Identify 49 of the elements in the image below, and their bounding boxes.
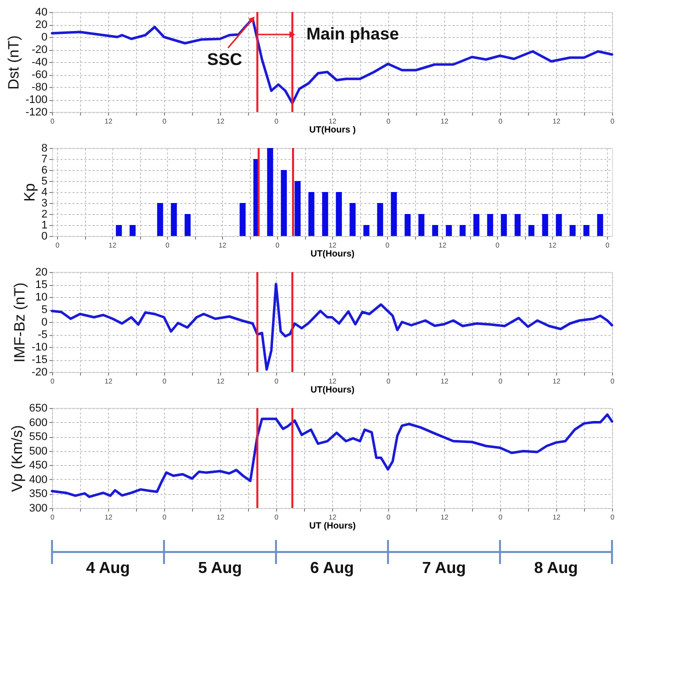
y-tick-label: 400 xyxy=(29,474,48,486)
y-axis-title: Kp xyxy=(21,183,38,202)
annotation: SSC xyxy=(207,50,242,69)
y-tick-label: -40 xyxy=(32,56,48,68)
y-tick-label: 600 xyxy=(29,416,48,429)
y-tick-label: 20 xyxy=(35,266,48,278)
y-tick-label: 350 xyxy=(29,488,48,500)
annotation: Main phase xyxy=(306,24,399,44)
x-axis-title: UT(Hours) xyxy=(310,384,354,394)
text: 7 Aug xyxy=(422,560,466,577)
y-tick-label: 1 xyxy=(41,220,48,232)
y-tick-label: 10 xyxy=(35,292,48,304)
y-tick-label: -100 xyxy=(25,94,48,106)
x-axis-title: UT (Hours) xyxy=(309,520,356,530)
text: 5 Aug xyxy=(198,560,242,577)
y-tick-label: -120 xyxy=(25,106,48,118)
y-tick-label: 6 xyxy=(41,164,48,176)
y-tick-label: 0 xyxy=(41,32,48,44)
y-axis-title: Vp (Km/s) xyxy=(9,425,26,492)
y-tick-label: 2 xyxy=(41,208,48,220)
y-tick-label: 550 xyxy=(29,431,48,444)
text: 8 Aug xyxy=(534,560,578,577)
y-tick-label: -80 xyxy=(32,82,48,94)
y-tick-label: 8 xyxy=(41,142,48,154)
y-tick-label: 40 xyxy=(35,6,48,18)
y-tick-label: 4 xyxy=(41,186,48,198)
y-tick-label: 5 xyxy=(41,176,48,188)
y-axis-title: Dst (nT) xyxy=(5,35,22,90)
y-tick-label: 7 xyxy=(41,154,48,166)
x-axis-title: UT(Hours) xyxy=(310,248,354,258)
y-tick-label: 0 xyxy=(41,316,48,328)
y-tick-label: -10 xyxy=(32,342,48,354)
y-tick-label: 3 xyxy=(41,198,48,210)
text: 4 Aug xyxy=(86,560,130,577)
y-tick-label: 5 xyxy=(41,304,48,316)
y-tick-label: 20 xyxy=(35,19,48,31)
y-tick-label: 650 xyxy=(29,402,48,414)
y-axis-title: IMF-Bz (nT) xyxy=(12,282,29,362)
y-tick-label: -20 xyxy=(32,44,48,56)
text: 6 Aug xyxy=(310,560,354,577)
y-tick-label: 300 xyxy=(29,502,48,514)
y-tick-label: 500 xyxy=(29,445,48,458)
y-tick-label: -15 xyxy=(32,354,48,366)
y-tick-label: -5 xyxy=(38,329,48,341)
y-tick-label: 15 xyxy=(35,279,48,291)
y-tick-label: 450 xyxy=(29,460,48,472)
y-tick-label: -20 xyxy=(32,366,48,378)
x-axis-title: UT(Hours ) xyxy=(309,124,356,134)
y-tick-label: -60 xyxy=(32,69,48,81)
